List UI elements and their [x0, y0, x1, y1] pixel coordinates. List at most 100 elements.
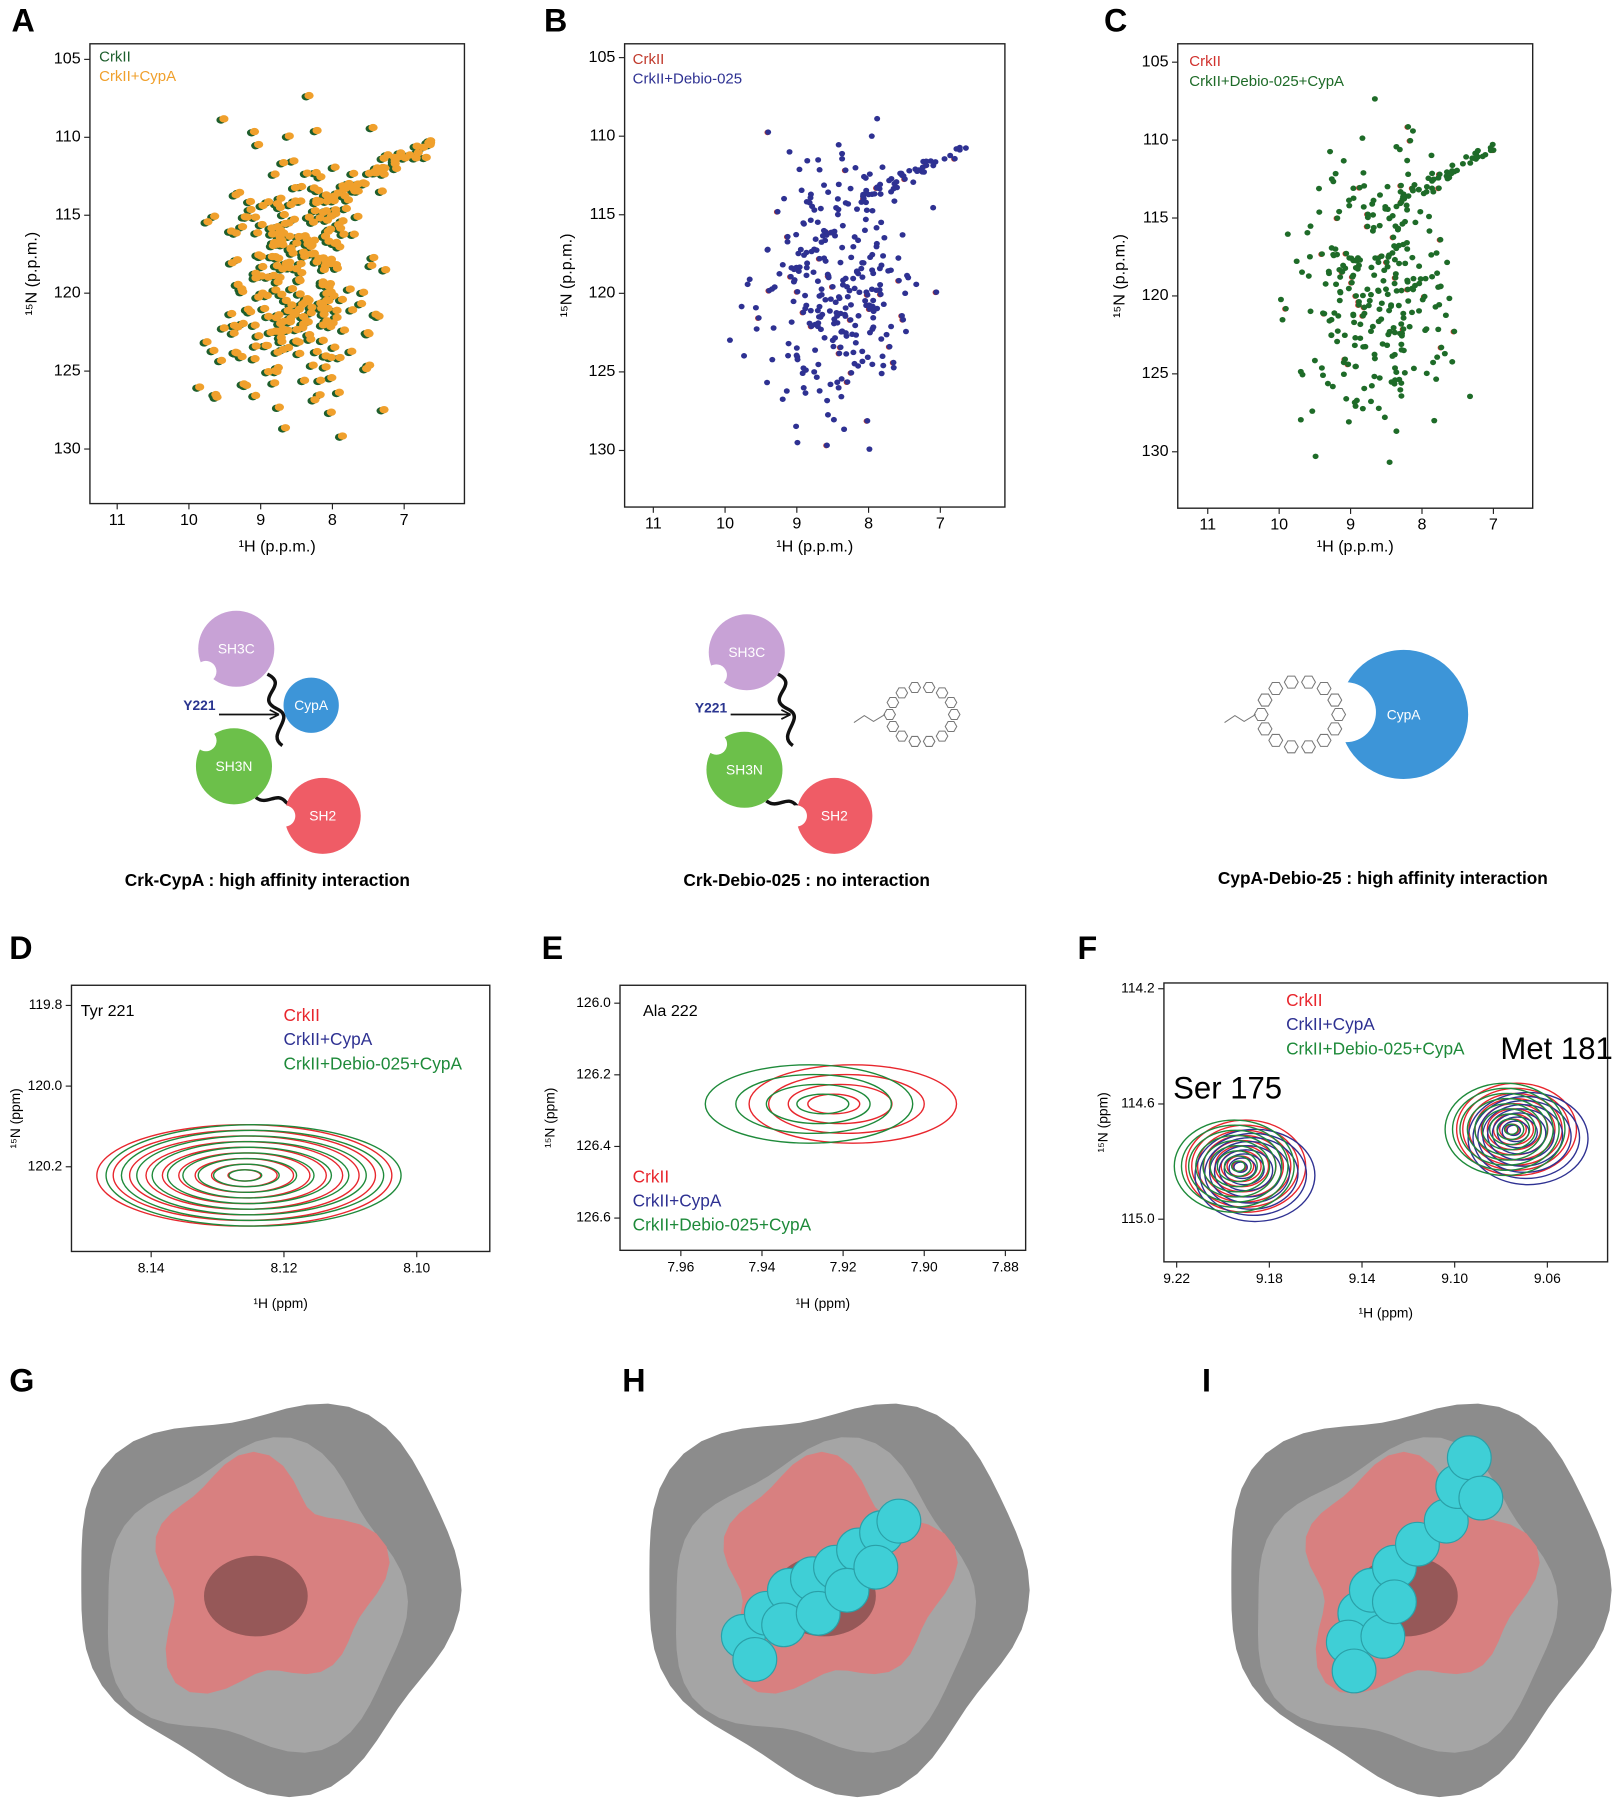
- peak: [1368, 264, 1375, 271]
- peak: [834, 313, 841, 319]
- peak: [302, 169, 312, 177]
- x-tick-label: 7.92: [830, 1258, 857, 1274]
- peak: [933, 289, 940, 295]
- peak: [284, 132, 294, 140]
- peak: [1375, 405, 1382, 412]
- y-tick-label: 125: [54, 361, 81, 379]
- peak: [1353, 293, 1360, 299]
- peak: [1340, 158, 1347, 164]
- peak: [842, 305, 849, 311]
- x-tick-label: 9.06: [1534, 1270, 1561, 1286]
- peak: [852, 322, 859, 329]
- peak: [820, 227, 827, 234]
- peak: [337, 432, 348, 440]
- y-tick-label: 120.2: [28, 1157, 63, 1173]
- peak: [953, 146, 960, 152]
- x-tick-label: 9.18: [1256, 1270, 1283, 1286]
- peak: [827, 296, 834, 302]
- peak: [830, 343, 837, 350]
- peak: [231, 229, 241, 237]
- peak: [250, 213, 261, 221]
- contour: [1223, 1153, 1265, 1186]
- peak: [1328, 316, 1335, 323]
- linker: [777, 672, 796, 748]
- peak: [1328, 332, 1335, 338]
- x-tick-label: 10: [180, 511, 198, 529]
- peak: [313, 186, 324, 195]
- plot-area: [96, 1124, 402, 1227]
- peak: [858, 265, 865, 272]
- peak: [877, 191, 884, 197]
- peak: [339, 326, 350, 334]
- peak: [1282, 305, 1289, 312]
- peak: [1437, 236, 1444, 243]
- peak: [232, 349, 242, 357]
- peak: [877, 281, 884, 288]
- panel-letter: H: [622, 1362, 645, 1398]
- peak: [1368, 383, 1375, 389]
- peak: [272, 200, 283, 208]
- peak: [1345, 197, 1352, 204]
- peak: [312, 198, 322, 207]
- peak: [274, 311, 284, 319]
- peak: [726, 337, 733, 343]
- peak: [359, 288, 369, 297]
- domain-notch: [195, 729, 217, 752]
- domain-label: SH3C: [218, 641, 255, 657]
- peak: [1396, 330, 1403, 337]
- peak: [1330, 178, 1337, 185]
- peak: [1384, 263, 1391, 270]
- peak: [848, 370, 855, 376]
- peak: [932, 159, 939, 165]
- contour: [1180, 1124, 1289, 1208]
- peak: [1350, 311, 1357, 318]
- x-tick-label: 9: [792, 515, 801, 533]
- peak: [312, 347, 322, 356]
- peak: [1325, 268, 1332, 275]
- peak: [1333, 281, 1340, 287]
- peak: [880, 253, 887, 259]
- ring: [922, 735, 936, 747]
- peak: [1378, 316, 1385, 322]
- legend-entry: CrkII+Debio-025+CypA: [1286, 1038, 1465, 1058]
- ligand-sphere: [1458, 1475, 1504, 1521]
- arrow: [218, 709, 280, 720]
- peak: [824, 397, 831, 404]
- x-tick-label: 7.94: [749, 1258, 776, 1274]
- peak: [1404, 207, 1411, 213]
- x-tick-label: 11: [645, 515, 662, 533]
- peak: [1393, 143, 1400, 150]
- peak: [1342, 356, 1349, 363]
- peak: [840, 277, 847, 284]
- legend-entry: CrkII+Debio-025+CypA: [284, 1053, 463, 1073]
- peak: [1416, 280, 1423, 287]
- peak: [793, 352, 800, 359]
- peak: [826, 308, 833, 314]
- peak: [845, 201, 852, 207]
- peak: [1454, 167, 1461, 174]
- peak: [825, 189, 832, 195]
- peak: [1334, 338, 1341, 345]
- ring: [1327, 722, 1343, 736]
- peak: [1351, 319, 1358, 326]
- ring: [886, 696, 900, 708]
- contour: [704, 1064, 914, 1144]
- peak: [785, 340, 792, 347]
- peak: [1444, 259, 1451, 266]
- peak: [873, 225, 880, 231]
- peak: [1448, 170, 1455, 177]
- peak: [273, 278, 283, 286]
- peak: [1405, 193, 1412, 199]
- peak: [358, 179, 368, 187]
- peak: [1399, 221, 1406, 227]
- peak: [332, 306, 342, 315]
- peak: [292, 239, 302, 247]
- peak: [1400, 347, 1407, 354]
- domain-label: SH3C: [728, 644, 765, 660]
- peak: [298, 324, 308, 332]
- protein-domain: [198, 610, 275, 687]
- peak: [793, 231, 800, 238]
- peak: [1396, 260, 1403, 267]
- peak: [793, 423, 800, 430]
- peak: [863, 187, 870, 194]
